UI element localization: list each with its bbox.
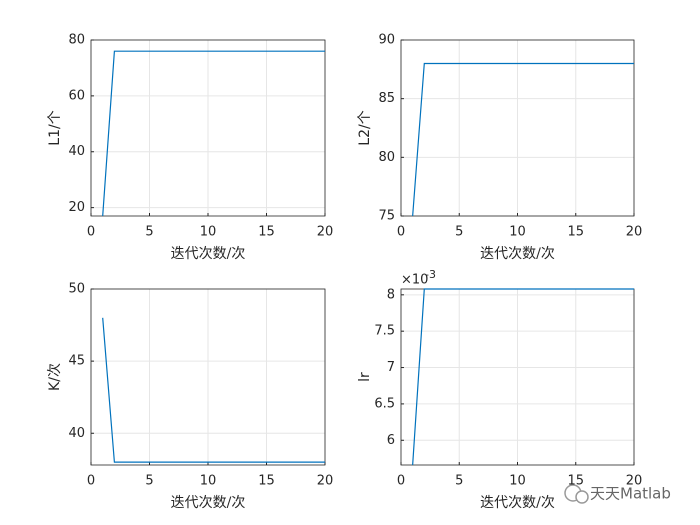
y-tick-label: 60: [68, 88, 85, 103]
y-tick-label: 7.5: [374, 324, 395, 339]
y-tick-label: 40: [68, 144, 85, 159]
x-tick-label: 10: [200, 474, 217, 489]
axes: 0 5 10 15 20 20 40 60 80 迭代次数/次 L1/个: [47, 33, 333, 263]
x-tick-label: 5: [145, 225, 153, 240]
x-tick-label: 20: [626, 474, 643, 489]
x-tick-label: 15: [567, 225, 584, 240]
data-line: [412, 288, 634, 466]
axes-box: [90, 39, 326, 217]
x-axis-label: 迭代次数/次: [480, 495, 555, 511]
watermark: 天天Matlab: [590, 485, 671, 503]
y-axis-label: lr: [357, 372, 373, 382]
y-tick-label: 45: [68, 354, 85, 369]
x-tick-label: 0: [87, 474, 95, 489]
y-axis-label: L2/个: [357, 110, 373, 145]
x-tick-label: 0: [397, 474, 405, 489]
y-tick-label: 50: [68, 282, 85, 297]
y-tick-label: 40: [68, 426, 85, 441]
x-tick-label: 20: [626, 225, 643, 240]
y-multiplier-exponent: -3: [425, 268, 436, 281]
y-axis-label: L1/个: [47, 110, 63, 145]
y-tick-label: 20: [68, 200, 85, 215]
x-tick-label: 20: [317, 474, 334, 489]
y-tick-label: 80: [378, 150, 395, 165]
x-axis-label: 迭代次数/次: [171, 495, 246, 511]
x-tick-label: 5: [455, 225, 463, 240]
y-axis-label: K/次: [47, 363, 63, 391]
data-line: [102, 317, 325, 463]
y-tick-label: 75: [378, 209, 395, 224]
x-tick-label: 5: [145, 474, 153, 489]
x-tick-label: 10: [509, 225, 526, 240]
x-tick-label: 10: [509, 474, 526, 489]
y-multiplier: ×10: [401, 273, 428, 288]
y-tick-label: 80: [68, 33, 85, 48]
y-tick-label: 7: [387, 360, 395, 375]
axes-box: [400, 39, 635, 217]
y-tick-label: 8: [387, 287, 395, 302]
x-tick-label: 5: [455, 474, 463, 489]
x-axis-label: 迭代次数/次: [480, 246, 555, 262]
axes-box: [90, 288, 326, 466]
data-line: [102, 50, 325, 217]
watermark-icon: [564, 484, 589, 504]
y-tick-label: 6: [387, 433, 395, 448]
axes: 0 5 10 15 20 6 6.5 7 7.5 8 迭代次数/次 lr ×10-3: [357, 268, 642, 511]
x-tick-label: 0: [87, 225, 95, 240]
x-tick-label: 15: [258, 474, 275, 489]
y-tick-label: 90: [378, 33, 395, 48]
x-axis-label: 迭代次数/次: [171, 246, 246, 262]
data-line: [412, 62, 634, 217]
x-tick-label: 0: [397, 225, 405, 240]
x-tick-label: 15: [258, 225, 275, 240]
y-tick-label: 6.5: [374, 396, 395, 411]
y-tick-label: 85: [378, 91, 395, 106]
axes: 0 5 10 15 20 40 45 50 迭代次数/次 K/次: [47, 282, 333, 512]
x-tick-label: 15: [567, 474, 584, 489]
axes: 0 5 10 15 20 75 80 85 90 迭代次数/次 L2/个: [357, 33, 642, 263]
x-tick-label: 20: [317, 225, 334, 240]
x-tick-label: 10: [200, 225, 217, 240]
